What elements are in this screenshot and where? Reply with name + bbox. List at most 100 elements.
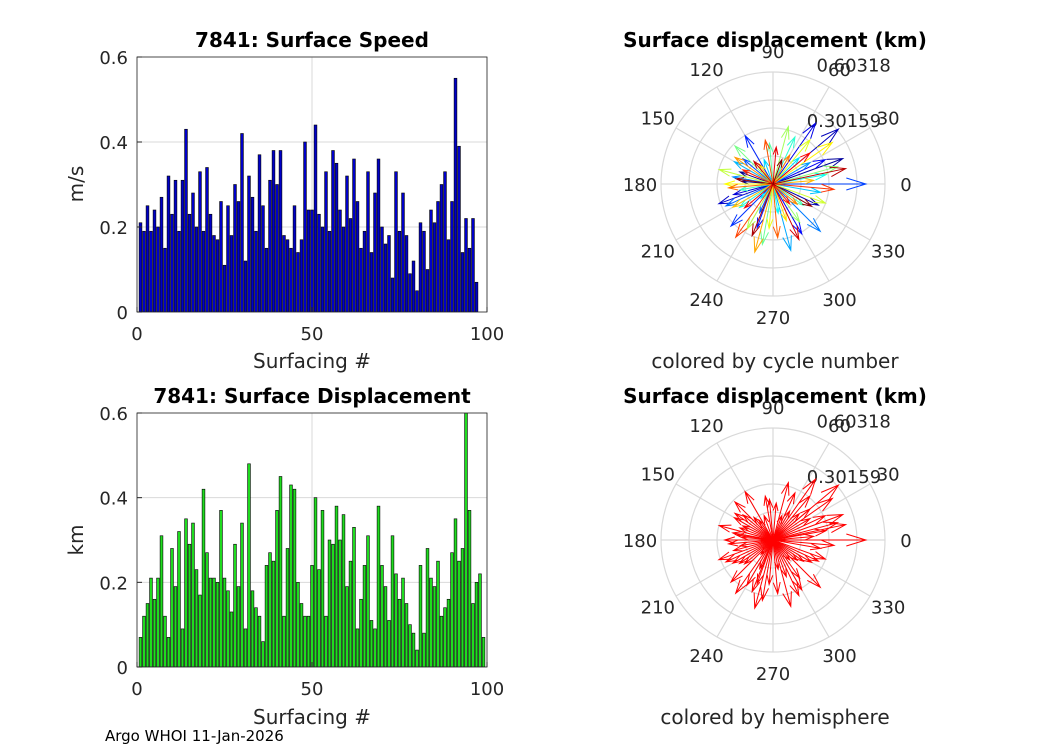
speed-bar [474, 281, 479, 312]
polar-hemisphere-arrow [772, 539, 799, 562]
displacement-y-tick-label: 0.6 [99, 404, 128, 425]
displacement-bar [212, 577, 216, 667]
speed-bar [394, 171, 398, 312]
polar-cycle-arrow [772, 156, 801, 185]
speed-bar [443, 171, 447, 312]
speed-bar [380, 226, 384, 312]
speed-bar [296, 252, 300, 312]
displacement-bar [198, 594, 202, 667]
speed-bars [138, 77, 479, 312]
speed-bar [194, 226, 199, 312]
displacement-bar [408, 624, 412, 667]
speed-bar [324, 171, 328, 312]
displacement-bar [446, 598, 451, 667]
polar-cycle-arrow [733, 144, 774, 185]
polar-cycle-arrow [733, 156, 774, 185]
speed-bar [390, 277, 395, 312]
displacement-chart-title: 7841: Surface Displacement [153, 384, 471, 408]
polar-hemisphere-arrow [717, 539, 774, 561]
polar-hemisphere-arrow [772, 539, 787, 579]
speed-bar [464, 218, 468, 312]
polar-hemisphere-arrow [772, 507, 812, 541]
polar-hemisphere-arrow [723, 536, 773, 544]
polar-hemisphere-arrow [724, 539, 774, 563]
polar-hemisphere-arrow [753, 539, 774, 610]
displacement-bar [422, 632, 426, 667]
displacement-bar [254, 607, 258, 667]
speed-bar [467, 247, 472, 312]
displacement-bar [425, 548, 430, 667]
polar-hemisphere-arrow [767, 497, 774, 541]
displacement-bar [296, 582, 300, 667]
polar-cycle-arrow [741, 169, 774, 185]
speed-bar [411, 260, 416, 312]
displacement-bar [481, 637, 486, 667]
displacement-bar [208, 577, 213, 667]
displacement-bar [138, 637, 143, 667]
polar-cycle-angle-label: 270 [756, 308, 790, 329]
polar-hemisphere-arrow [773, 533, 868, 547]
speed-bar [429, 209, 433, 312]
displacement-bar [457, 560, 461, 667]
polar-cycle-arrow [738, 183, 774, 209]
polar-cycle-arrow [772, 183, 823, 195]
speed-bar [142, 230, 146, 312]
displacement-bar [166, 637, 171, 667]
speed-bar [422, 230, 426, 312]
speed-bar [250, 196, 255, 312]
polar-hemisphere-arrow [772, 517, 812, 541]
displacement-bar [156, 577, 160, 667]
polar-cycle-arrow [772, 161, 812, 185]
polar-cycle-angle-label: 60 [828, 60, 851, 81]
displacement-bar [411, 632, 416, 667]
speed-bar [439, 184, 444, 312]
speed-bar [345, 175, 349, 312]
speed-bar [383, 243, 388, 312]
polar-cycle-arrow [760, 183, 774, 247]
polar-hemisphere-arrow [751, 539, 774, 594]
displacement-bar [219, 510, 223, 667]
polar-hemisphere-arrow [772, 539, 836, 549]
displacement-y-label: km [64, 524, 88, 555]
polar-hemisphere-angle-label: 0 [900, 531, 911, 552]
polar-cycle-arrow [751, 183, 774, 238]
polar-hemisphere-arrow [772, 497, 834, 541]
displacement-bar [450, 552, 454, 667]
polar-cycle-arrow [772, 141, 834, 185]
speed-x-tick-label: 50 [301, 324, 324, 345]
polar-cycle-arrow [723, 180, 773, 188]
polar-hemisphere-angle-label: 180 [623, 531, 657, 552]
displacement-bar [327, 539, 332, 667]
footer-credit: Argo WHOI 11-Jan-2026 [105, 727, 284, 745]
polar-cycle-arrow [772, 124, 790, 185]
polar-hemisphere-arrow [772, 539, 822, 589]
speed-bar [268, 179, 272, 312]
polar-cycle-arrow [766, 183, 774, 231]
polar-hemisphere-title: Surface displacement (km) [623, 384, 927, 408]
polar-cycle-arrow [717, 183, 774, 205]
polar-cycle-arrow [772, 138, 812, 185]
displacement-bar [352, 526, 356, 667]
speed-bar [313, 124, 318, 312]
speed-bar [320, 226, 325, 312]
polar-cycle-arrow [772, 178, 816, 185]
speed-bar [247, 175, 251, 312]
polar-hemisphere-angle-label: 90 [762, 398, 785, 419]
displacement-x-tick-label: 50 [301, 679, 324, 700]
polar-hemisphere-arrow [760, 539, 774, 603]
polar-cycle-arrow [743, 183, 774, 209]
speed-bar [191, 192, 195, 312]
speed-bar [261, 205, 265, 312]
speed-bar [446, 239, 451, 312]
speed-bar [208, 213, 213, 312]
polar-hemisphere-arrow [763, 494, 774, 541]
polar-cycle-arrow [772, 158, 845, 185]
speed-bar [453, 77, 458, 312]
polar-cycle-arrow [772, 183, 799, 206]
speed-bar [432, 222, 437, 312]
speed-bar [285, 239, 290, 312]
displacement-bar [177, 531, 181, 667]
displacement-bar [373, 628, 377, 667]
polar-cycle-arrow [773, 177, 868, 191]
displacement-bar [317, 569, 321, 667]
